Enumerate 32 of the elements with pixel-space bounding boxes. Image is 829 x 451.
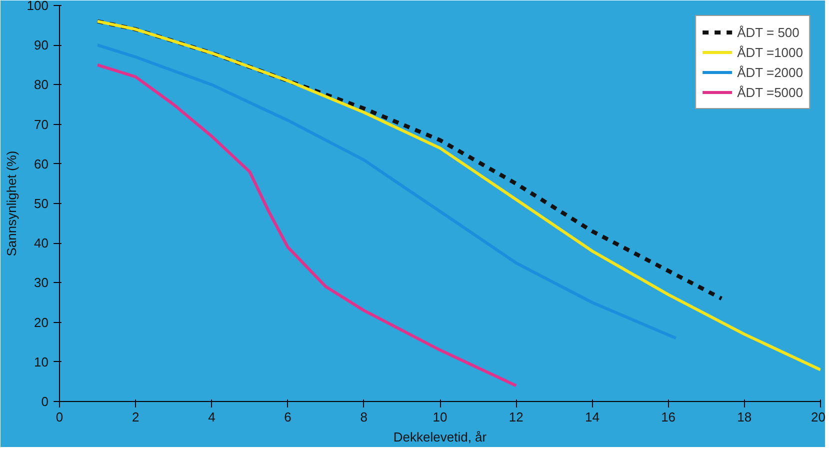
y-tick-label: 20 [34,314,49,330]
y-tick-label: 70 [34,116,49,132]
line-series [96,19,724,301]
x-tick-label: 20 [811,410,826,424]
x-tick-label: 14 [584,410,600,424]
y-tick-label: 100 [26,0,49,13]
y-tick-label: 80 [34,77,49,92]
legend-label: ÅDT =2000 [737,64,803,80]
x-tick-label: 16 [661,410,676,424]
y-tick-label: 40 [34,236,49,251]
line-series [96,20,820,372]
y-tick-label: 60 [34,156,49,172]
x-axis-title: Dekkelevetid, år [393,430,488,444]
y-axis-title: Sannsynlighet (%) [4,150,19,256]
x-tick-label: 6 [284,410,292,424]
line-series [96,63,518,388]
y-tick-label: 0 [41,394,49,409]
legend-label: ÅDT = 500 [737,24,800,40]
x-tick-label: 18 [737,410,752,424]
y-tick-label: 50 [34,196,49,211]
y-tick-label: 30 [34,275,49,290]
line-series [96,44,678,340]
x-tick-label: 0 [56,410,64,424]
y-tick-label: 90 [34,38,49,53]
y-tick-label: 10 [34,354,49,370]
legend-label: ÅDT =1000 [737,44,803,60]
x-tick-label: 4 [208,410,216,424]
x-tick-label: 8 [360,410,368,424]
x-tick-label: 12 [508,410,524,424]
x-tick-label: 2 [132,410,140,424]
x-tick-label: 10 [432,410,448,424]
legend-label: ÅDT =5000 [737,84,803,100]
